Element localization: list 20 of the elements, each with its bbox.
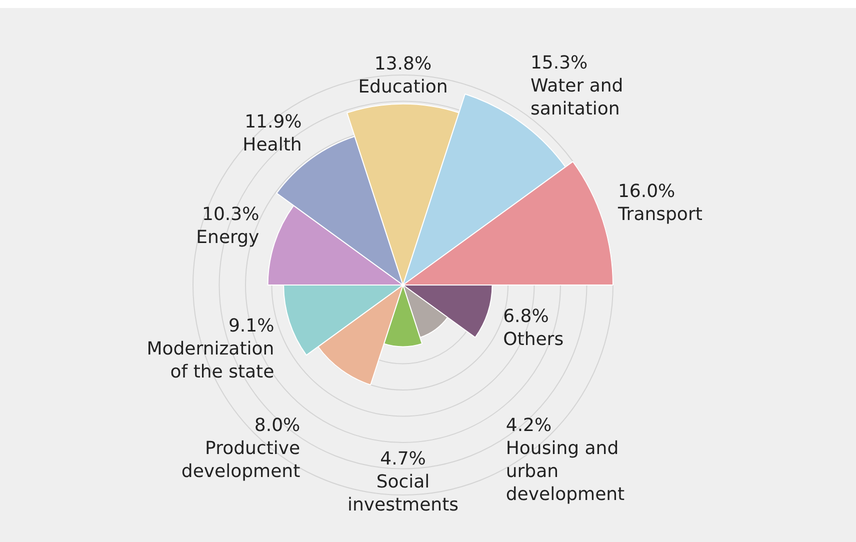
data-label: 9.1% [228, 316, 274, 337]
category-label: Modernization of the state [146, 338, 274, 383]
data-label: 6.8% [503, 306, 549, 328]
category-label: Social investments [347, 472, 459, 516]
data-label: 13.8% [374, 54, 432, 75]
category-label: Productive development [181, 438, 300, 482]
data-label: 16.0% [618, 180, 676, 202]
data-label: 15.3% [530, 52, 588, 74]
data-label: 4.2% [506, 415, 552, 436]
category-label: Transport [616, 204, 702, 225]
category-label: Others [503, 329, 564, 350]
data-label: 8.0% [254, 415, 300, 436]
category-label: Water and sanitation [530, 75, 624, 120]
data-label: 10.3% [202, 204, 260, 225]
category-label: Housing and urban development [506, 438, 625, 506]
data-label: 11.9% [244, 111, 302, 132]
category-label: Education [358, 76, 448, 98]
category-label: Health [242, 134, 302, 156]
data-label: 4.7% [380, 448, 426, 470]
category-label: Energy [196, 226, 260, 248]
